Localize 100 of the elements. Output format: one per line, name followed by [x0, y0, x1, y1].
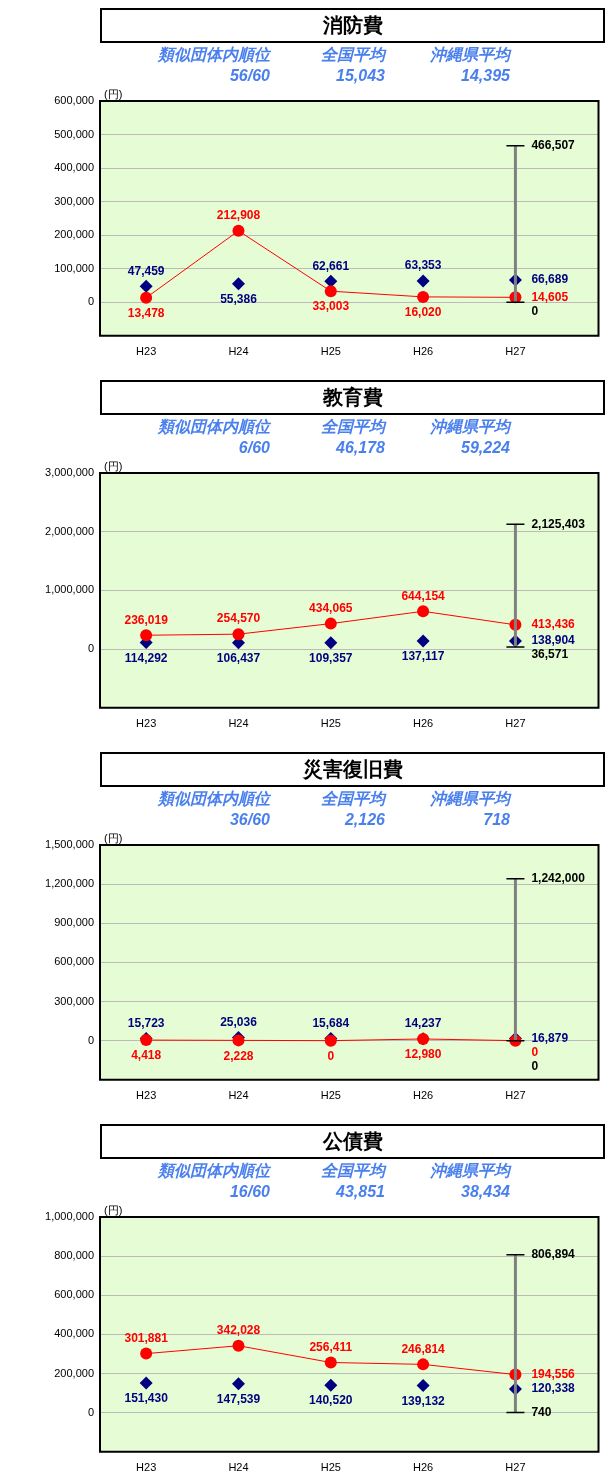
- y-tick-label: 1,000,000: [45, 1210, 94, 1223]
- point: [139, 279, 153, 293]
- data-label: 194,556: [531, 1366, 576, 1381]
- text: 59,224: [461, 439, 510, 457]
- data-label: 413,436: [531, 617, 576, 632]
- data-label: 13,478: [127, 306, 165, 321]
- text: 類似団体内順位: [158, 45, 270, 65]
- y-axis-title: (円): [104, 1203, 123, 1216]
- data-label: 16,879: [531, 1030, 569, 1045]
- y-tick-label: 400,000: [54, 1327, 94, 1340]
- data-label: 256,411: [309, 1339, 353, 1354]
- y-tick-label: 0: [87, 642, 94, 655]
- point: [140, 1347, 153, 1360]
- text: 14,395: [461, 67, 510, 85]
- x-tick-label: H27: [505, 345, 526, 358]
- data-label: 55,386: [220, 291, 258, 306]
- data-label: 140,520: [309, 1393, 353, 1408]
- point: [416, 634, 430, 648]
- y-tick-label: 200,000: [54, 1366, 94, 1379]
- point: [232, 1339, 245, 1352]
- data-label: 301,881: [124, 1330, 169, 1345]
- y-tick-label: 300,000: [54, 194, 94, 207]
- y-tick-label: 1,000,000: [45, 583, 94, 596]
- point: [140, 291, 153, 304]
- y-tick-label: 600,000: [54, 1288, 94, 1301]
- point: [417, 1358, 430, 1371]
- data-label: 246,814: [401, 1341, 446, 1356]
- y-tick-label: 900,000: [54, 916, 94, 929]
- text: 56/60: [229, 67, 270, 85]
- data-label: 109,357: [309, 650, 353, 665]
- y-tick-label: 0: [87, 1033, 94, 1046]
- text: 38,434: [461, 1183, 510, 1201]
- y-tick-label: 300,000: [54, 994, 94, 1007]
- text: 全国平均: [321, 45, 385, 65]
- text: 718: [483, 811, 510, 829]
- data-label: 120,338: [531, 1381, 576, 1396]
- point: [140, 629, 153, 642]
- annotation: 36,571: [531, 647, 569, 662]
- text: 類似団体内順位: [158, 1161, 270, 1181]
- x-tick-label: H23: [136, 1461, 157, 1474]
- point: [139, 1376, 153, 1390]
- data-label: 137,117: [401, 649, 445, 664]
- data-label: 47,459: [127, 263, 165, 278]
- x-tick-label: H24: [228, 1089, 249, 1102]
- text: 全国平均: [321, 1161, 385, 1181]
- text: 沖縄県平均: [430, 417, 510, 437]
- x-tick-label: H25: [320, 1461, 341, 1474]
- x-tick-label: H26: [413, 1461, 434, 1474]
- x-tick-label: H26: [413, 345, 434, 358]
- point: [324, 617, 337, 630]
- point: [231, 1377, 245, 1391]
- y-axis-title: (円): [104, 87, 123, 100]
- data-label: 434,065: [309, 600, 353, 615]
- x-tick-label: H26: [413, 717, 434, 730]
- text: 46,178: [336, 439, 385, 457]
- chart-title: 災害復旧費: [100, 752, 605, 787]
- data-label: 0: [327, 1048, 335, 1063]
- y-tick-label: 2,000,000: [45, 524, 94, 537]
- data-label: 15,684: [312, 1015, 350, 1030]
- y-tick-label: 3,000,000: [45, 466, 94, 479]
- chart-title: 教育費: [100, 380, 605, 415]
- y-axis-title: (円): [104, 459, 123, 472]
- x-tick-label: H23: [136, 1089, 157, 1102]
- data-label: 4,418: [131, 1048, 162, 1063]
- annotation: 0: [531, 1058, 539, 1073]
- y-tick-label: 800,000: [54, 1249, 94, 1262]
- data-label: 25,036: [220, 1014, 258, 1029]
- point: [416, 274, 430, 288]
- annotation: 466,507: [531, 138, 576, 153]
- x-tick-label: H26: [413, 1089, 434, 1102]
- x-tick-label: H23: [136, 717, 157, 730]
- point: [232, 628, 245, 641]
- y-tick-label: 1,200,000: [45, 877, 94, 890]
- y-tick-label: 600,000: [54, 955, 94, 968]
- x-tick-label: H23: [136, 345, 157, 358]
- text: 沖縄県平均: [430, 1161, 510, 1181]
- annotation: 0: [531, 303, 539, 318]
- chart-title: 消防費: [100, 8, 605, 43]
- data-label: 147,539: [216, 1392, 261, 1407]
- text: 類似団体内順位: [158, 789, 270, 809]
- y-tick-label: 200,000: [54, 228, 94, 241]
- text: 36/60: [229, 811, 270, 829]
- text: 沖縄県平均: [430, 789, 510, 809]
- point: [232, 224, 245, 237]
- data-label: 139,132: [401, 1393, 446, 1408]
- data-label: 114,292: [124, 650, 168, 665]
- data-label: 62,661: [312, 258, 350, 273]
- text: 2,126: [344, 811, 385, 829]
- point: [324, 1356, 337, 1369]
- data-label: 2,228: [223, 1048, 254, 1063]
- data-label: 236,019: [124, 612, 169, 627]
- annotation: 740: [531, 1404, 552, 1419]
- point: [324, 1378, 338, 1392]
- data-label: 644,154: [401, 588, 446, 603]
- point: [324, 636, 338, 650]
- point: [417, 290, 430, 303]
- data-label: 151,430: [124, 1391, 169, 1406]
- text: 15,043: [336, 67, 385, 85]
- data-label: 342,028: [216, 1323, 261, 1338]
- data-label: 66,689: [531, 272, 569, 287]
